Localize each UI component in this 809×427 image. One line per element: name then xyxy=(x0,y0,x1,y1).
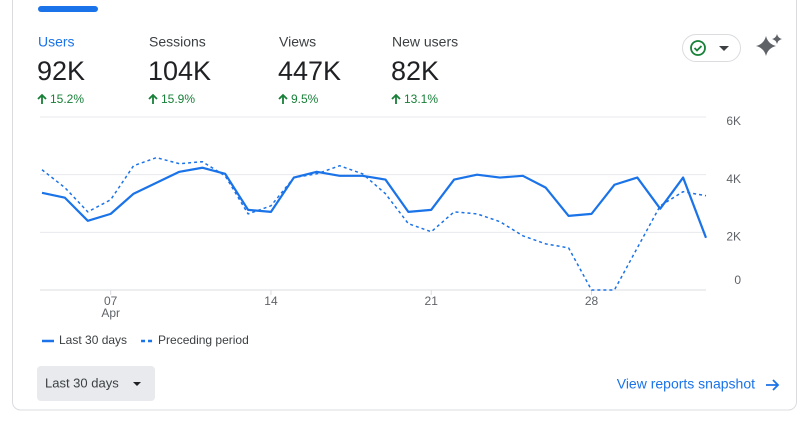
snapshot-link[interactable]: View reports snapshot xyxy=(617,376,780,392)
y-tick-label: 4K xyxy=(726,172,741,186)
button-label: Last 30 days xyxy=(45,375,119,390)
compare-toggle[interactable] xyxy=(682,34,741,62)
metric-label: Sessions xyxy=(149,34,206,50)
legend-label: Preceding period xyxy=(158,333,249,347)
y-tick-label: 2K xyxy=(726,230,741,244)
link-arrow xyxy=(766,379,780,391)
insights-icon[interactable] xyxy=(756,34,782,56)
x-tick-label: 07 xyxy=(104,294,118,308)
metric-change: 13.1% xyxy=(404,92,438,106)
metric-change: 15.9% xyxy=(161,92,195,106)
series-line xyxy=(41,166,708,239)
metric-label: Views xyxy=(279,34,316,50)
metric-label: New users xyxy=(392,34,458,50)
up-arrow xyxy=(37,93,47,104)
metric-value: 92K xyxy=(37,56,85,86)
up-arrow xyxy=(391,93,401,104)
y-tick-label: 6K xyxy=(726,114,741,128)
date-range-button[interactable]: Last 30 days xyxy=(37,366,155,401)
x-sublabel: Apr xyxy=(101,306,120,320)
legend-label: Last 30 days xyxy=(59,333,127,347)
button-arrow xyxy=(133,382,141,386)
up-arrow xyxy=(278,93,288,104)
dropdown-arrow xyxy=(719,46,729,51)
link-text: View reports snapshot xyxy=(617,376,755,392)
metric-change: 9.5% xyxy=(291,92,319,106)
metric-value: 104K xyxy=(148,56,211,86)
metric-label: Users xyxy=(38,34,75,50)
button-bg xyxy=(37,366,155,401)
x-tick-label: 14 xyxy=(264,294,278,308)
x-tick-label: 28 xyxy=(585,294,599,308)
y-tick-label: 0 xyxy=(734,273,741,287)
up-arrow xyxy=(148,93,158,104)
tab-indicator xyxy=(38,6,98,12)
x-tick-label: 21 xyxy=(425,294,439,308)
metric-value: 447K xyxy=(278,56,341,86)
check-circle xyxy=(690,40,706,56)
metric-value: 82K xyxy=(391,56,439,86)
check-mark xyxy=(693,45,703,52)
metric-change: 15.2% xyxy=(50,92,84,106)
